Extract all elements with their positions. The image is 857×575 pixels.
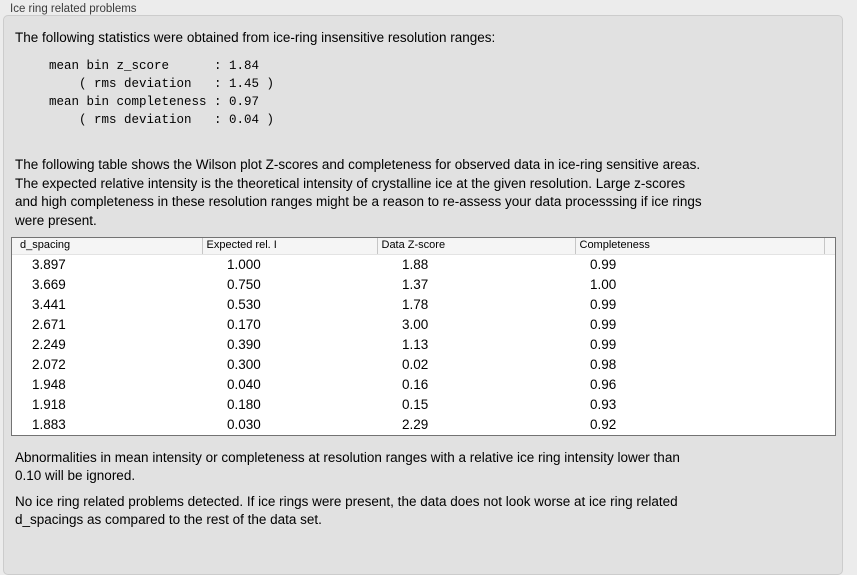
table-cell: 2.29 (402, 417, 429, 433)
table-row[interactable]: 3.897 1.000 1.88 0.99 (12, 254, 835, 275)
table-cell: 3.441 (32, 297, 66, 313)
table-cell: 1.78 (402, 297, 429, 313)
table-cell: 0.15 (402, 397, 429, 413)
table-cell: 2.249 (32, 337, 66, 353)
table-cell: 0.530 (227, 297, 261, 313)
table-cell: 1.000 (227, 257, 261, 273)
table-cell-filler (824, 355, 835, 375)
table-cell-filler (824, 315, 835, 335)
table-cell: 0.040 (227, 377, 261, 393)
table-cell-filler (824, 395, 835, 415)
table-row[interactable]: 2.249 0.390 1.13 0.99 (12, 335, 835, 355)
table-cell: 0.390 (227, 337, 261, 353)
table-cell: 3.669 (32, 277, 66, 293)
table-cell: 1.88 (402, 257, 429, 273)
table-cell: 0.300 (227, 357, 261, 373)
table-row[interactable]: 2.671 0.170 3.00 0.99 (12, 315, 835, 335)
table-cell-filler (824, 254, 835, 275)
table-cell: 1.13 (402, 337, 429, 353)
table-cell: 0.92 (590, 417, 617, 433)
table-cell-filler (824, 295, 835, 315)
table-cell: 2.671 (32, 317, 66, 333)
table-row[interactable]: 1.948 0.040 0.16 0.96 (12, 375, 835, 395)
table-cell: 0.030 (227, 417, 261, 433)
table-cell: 1.948 (32, 377, 66, 393)
table-cell: 0.96 (590, 377, 617, 393)
table-cell: 2.072 (32, 357, 66, 373)
table-cell: 0.02 (402, 357, 429, 373)
ice-ring-statistics-text: mean bin z_score : 1.84 ( rms deviation … (49, 59, 275, 127)
table-cell-filler (824, 415, 835, 435)
table-cell: 1.37 (402, 277, 429, 293)
table-cell: 0.170 (227, 317, 261, 333)
table-cell: 1.883 (32, 417, 66, 433)
table-row[interactable]: 1.918 0.180 0.15 0.93 (12, 395, 835, 415)
table-cell: 0.99 (590, 317, 617, 333)
table-row[interactable]: 1.883 0.030 2.29 0.92 (12, 415, 835, 435)
table-cell-filler (824, 275, 835, 295)
column-header-filler (823, 237, 835, 255)
table-cell: 0.180 (227, 397, 261, 413)
intro-paragraph: The following statistics were obtained f… (15, 30, 496, 45)
ice-ring-table[interactable]: d_spacing Expected rel. I Data Z-score Comp… (11, 236, 836, 436)
table-header: d_spacing Expected rel. I Data Z-score Comp… (12, 237, 835, 255)
table-cell: 0.99 (590, 257, 617, 273)
ice-ring-groupbox: The following statistics were obtained f… (3, 15, 843, 575)
table-cell-filler (824, 335, 835, 355)
table-cell: 0.99 (590, 337, 617, 353)
table-cell: 3.00 (402, 317, 429, 333)
column-header-completeness: Completeness (574, 237, 824, 255)
column-header-d-spacing: d_spacing (12, 237, 202, 255)
table-cell: 0.16 (402, 377, 429, 393)
table-cell: 0.750 (227, 277, 261, 293)
table-row[interactable]: 3.669 0.750 1.37 1.00 (12, 275, 835, 295)
table-row[interactable]: 2.072 0.300 0.02 0.98 (12, 355, 835, 375)
table-cell: 1.00 (590, 277, 617, 293)
table-description-paragraph: The following table shows the Wilson plo… (15, 157, 702, 229)
table-cell: 0.99 (590, 297, 617, 313)
table-cell: 0.93 (590, 397, 617, 413)
column-header-data-z-score: Data Z-score (376, 237, 575, 255)
conclusion-paragraph: No ice ring related problems detected. I… (15, 493, 678, 527)
table-cell: 1.918 (32, 397, 66, 413)
ignore-note-paragraph: Abnormalities in mean intensity or compl… (15, 449, 680, 483)
table-cell-filler (824, 375, 835, 395)
table-cell: 3.897 (32, 257, 66, 273)
table-row[interactable]: 3.441 0.530 1.78 0.99 (12, 295, 835, 315)
table-cell: 0.98 (590, 357, 617, 373)
column-header-expected-rel-i: Expected rel. I (201, 237, 377, 255)
groupbox-title: Ice ring related problems (10, 3, 137, 15)
